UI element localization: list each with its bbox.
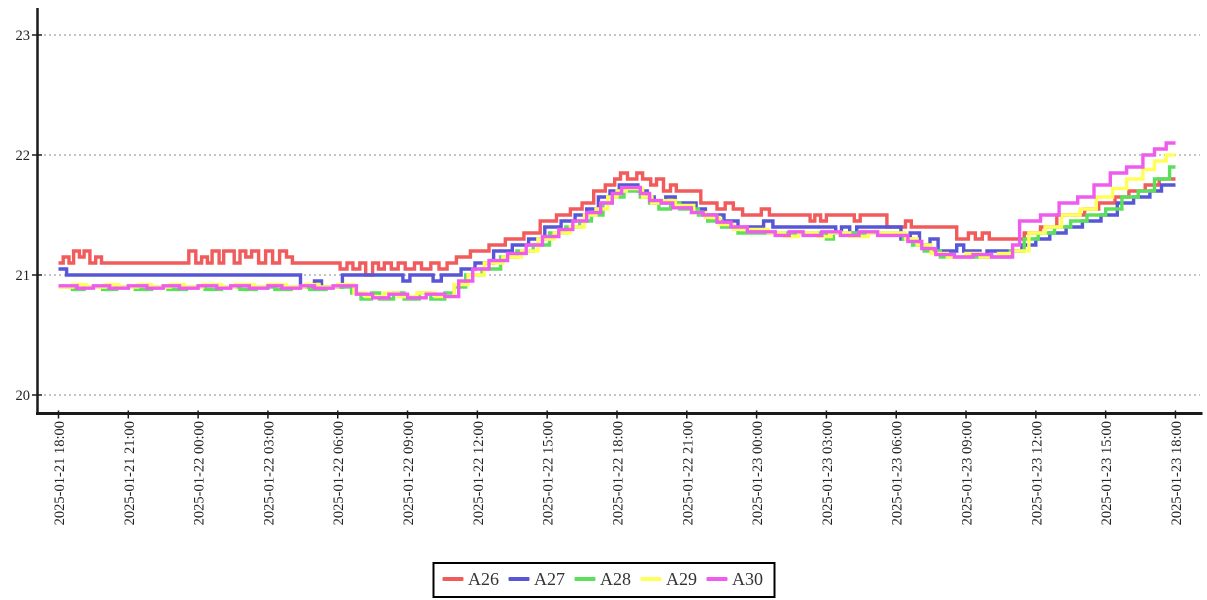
- x-tick-label-9: 2025-01-22 21:00: [680, 421, 696, 525]
- legend-label-A29: A29: [666, 568, 697, 589]
- legend-swatch-A26: [442, 577, 463, 581]
- legend-label-A27: A27: [534, 568, 565, 589]
- x-tick-label-14: 2025-01-23 12:00: [1029, 421, 1045, 525]
- x-tick-label-0: 2025-01-21 18:00: [52, 421, 68, 525]
- x-tick-label-13: 2025-01-23 09:00: [960, 421, 976, 525]
- x-tick-label-1: 2025-01-21 21:00: [122, 421, 138, 525]
- series-line-A30: [58, 141, 1176, 300]
- series-line-A26: [58, 171, 1176, 277]
- legend: A26 A27 A28 A29 A30: [432, 562, 775, 598]
- y-tick-label-22: 22: [16, 148, 31, 164]
- x-tick-label-3: 2025-01-22 03:00: [261, 421, 277, 525]
- legend-label-A30: A30: [732, 568, 763, 589]
- x-tick-label-2: 2025-01-22 00:00: [192, 421, 208, 525]
- legend-swatch-A27: [508, 577, 529, 581]
- legend-swatch-A30: [706, 577, 727, 581]
- series-line-A27: [58, 183, 1176, 289]
- legend-label-A28: A28: [600, 568, 631, 589]
- legend-entry-A29: A29: [640, 569, 697, 590]
- x-tick-label-10: 2025-01-23 00:00: [750, 421, 766, 525]
- x-tick-label-11: 2025-01-23 03:00: [820, 421, 836, 525]
- series-line-A28: [58, 165, 1176, 301]
- y-tick-label-23: 23: [16, 28, 31, 44]
- legend-label-A26: A26: [468, 568, 499, 589]
- x-tick-label-5: 2025-01-22 09:00: [401, 421, 417, 525]
- x-tick-label-4: 2025-01-22 06:00: [331, 421, 347, 525]
- x-tick-label-7: 2025-01-22 15:00: [541, 421, 557, 525]
- legend-swatch-A28: [574, 577, 595, 581]
- legend-entry-A30: A30: [706, 569, 763, 590]
- x-tick-label-6: 2025-01-22 12:00: [471, 421, 487, 525]
- x-tick-label-15: 2025-01-23 15:00: [1099, 421, 1115, 525]
- x-tick-label-8: 2025-01-22 18:00: [610, 421, 626, 525]
- y-tick-label-21: 21: [16, 268, 31, 284]
- legend-entry-A26: A26: [442, 569, 499, 590]
- legend-entry-A28: A28: [574, 569, 631, 590]
- x-tick-label-16: 2025-01-23 18:00: [1169, 421, 1185, 525]
- legend-entry-A27: A27: [508, 569, 565, 590]
- legend-swatch-A29: [640, 577, 661, 581]
- y-tick-label-20: 20: [16, 388, 31, 404]
- x-tick-label-12: 2025-01-23 06:00: [890, 421, 906, 525]
